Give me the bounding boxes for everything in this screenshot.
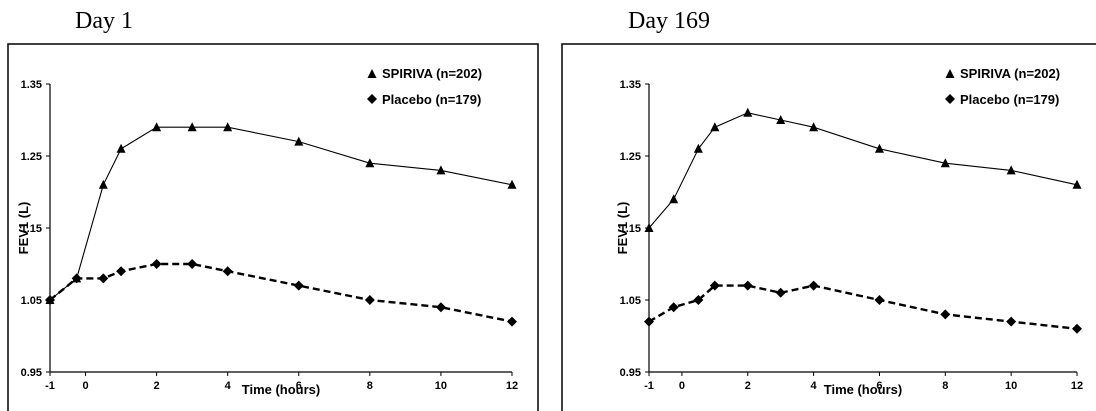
data-point-diamond: [940, 309, 951, 320]
y-tick-label: 1.25: [21, 151, 42, 163]
legend-marker-triangle: [367, 69, 377, 78]
x-tick-label: 8: [367, 380, 373, 392]
data-point-triangle: [365, 158, 375, 168]
x-tick-label: 6: [296, 380, 302, 392]
x-tick-label: 6: [876, 380, 882, 392]
data-point-triangle: [776, 115, 786, 124]
legend-label: Placebo (n=179): [382, 92, 481, 107]
data-point-triangle: [436, 165, 446, 175]
x-tick-label: 10: [435, 380, 447, 392]
data-point-diamond: [116, 266, 127, 277]
data-point-diamond: [693, 295, 704, 305]
series-line-2: [648, 284, 1078, 330]
data-point-triangle: [152, 122, 162, 132]
data-point-diamond: [874, 295, 885, 305]
data-point-diamond: [151, 259, 162, 269]
chart-frame: [561, 43, 1096, 411]
y-axis-label: FEV1 (L): [615, 202, 630, 255]
data-point-diamond: [775, 287, 786, 298]
legend-label: SPIRIVA (n=202): [382, 66, 482, 81]
x-tick-label: 2: [745, 380, 751, 392]
data-point-triangle: [223, 122, 233, 132]
y-tick-label: 1.25: [620, 151, 641, 163]
data-point-triangle: [507, 179, 517, 189]
data-point-triangle: [809, 122, 819, 132]
x-tick-label: 0: [679, 380, 685, 392]
data-point-diamond: [644, 316, 654, 327]
x-tick-label: -1: [45, 380, 55, 392]
data-point-diamond: [364, 295, 375, 305]
y-tick-label: 1.15: [620, 223, 641, 235]
data-point-diamond: [187, 259, 198, 269]
legend-marker-diamond: [945, 94, 955, 104]
data-point-triangle: [710, 122, 720, 132]
x-tick-label: 8: [942, 380, 948, 392]
data-point-triangle: [187, 122, 197, 132]
y-tick-label: 0.95: [620, 367, 641, 379]
chart-panel-1: 1.35 1.25 1.15 1.05 0.95-1 0 2 4 6 8 10 12 Time (hou…: [7, 43, 539, 411]
x-tick-label: 12: [506, 380, 518, 392]
data-point-triangle: [644, 223, 654, 232]
y-tick-label: 1.35: [620, 79, 641, 91]
legend-label: Placebo (n=179): [960, 92, 1059, 107]
data-point-diamond: [507, 316, 517, 327]
data-point-diamond: [709, 280, 720, 291]
data-point-triangle: [116, 143, 126, 153]
data-point-triangle: [693, 143, 703, 153]
data-point-diamond: [71, 273, 82, 284]
legend-marker-triangle: [945, 69, 955, 78]
x-tick-label: 0: [82, 380, 88, 392]
data-point-diamond: [45, 295, 55, 305]
legend-label: SPIRIVA (n=202): [960, 66, 1060, 81]
chart-panel-2: 1.35 1.25 1.15 1.05 0.95-1 0 2 4 6 8 10 12 Time (hou…: [561, 43, 1096, 411]
chart-title-day-1: Day 1: [75, 8, 133, 34]
data-point-triangle: [743, 107, 753, 117]
data-point-diamond: [742, 280, 753, 291]
y-tick-label: 0.95: [21, 367, 42, 379]
data-point-triangle: [874, 143, 884, 153]
y-tick-label: 1.35: [21, 79, 42, 91]
y-tick-label: 1.05: [620, 295, 641, 307]
data-point-triangle: [294, 136, 304, 146]
data-point-diamond: [1006, 316, 1017, 327]
legend-marker-diamond: [367, 94, 377, 104]
data-point-triangle: [1072, 179, 1082, 189]
x-tick-label: 2: [154, 380, 160, 392]
x-tick-label: 4: [225, 380, 232, 392]
data-point-triangle: [98, 179, 108, 189]
x-tick-label: 4: [811, 380, 818, 392]
chart-frame: [7, 43, 539, 411]
y-tick-label: 1.05: [21, 295, 42, 307]
data-point-diamond: [668, 302, 679, 313]
data-point-triangle: [1006, 165, 1016, 175]
y-axis-label: FEV1 (L): [16, 202, 31, 255]
x-tick-label: 10: [1005, 380, 1017, 392]
y-tick-label: 1.15: [21, 223, 42, 235]
x-axis-label: Time (hours): [824, 382, 903, 397]
x-axis-label: Time (hours): [242, 382, 321, 397]
data-point-diamond: [435, 302, 446, 313]
data-point-diamond: [222, 266, 233, 277]
chart-title-day-169: Day 169: [628, 8, 710, 34]
data-point-diamond: [98, 273, 109, 284]
data-point-diamond: [808, 280, 819, 291]
series-line-2: [49, 262, 513, 323]
data-point-triangle: [940, 158, 950, 168]
x-tick-label: -1: [644, 380, 654, 392]
data-point-diamond: [1072, 323, 1082, 334]
x-tick-label: 12: [1071, 380, 1083, 392]
data-point-triangle: [669, 194, 679, 204]
data-point-diamond: [293, 280, 304, 291]
